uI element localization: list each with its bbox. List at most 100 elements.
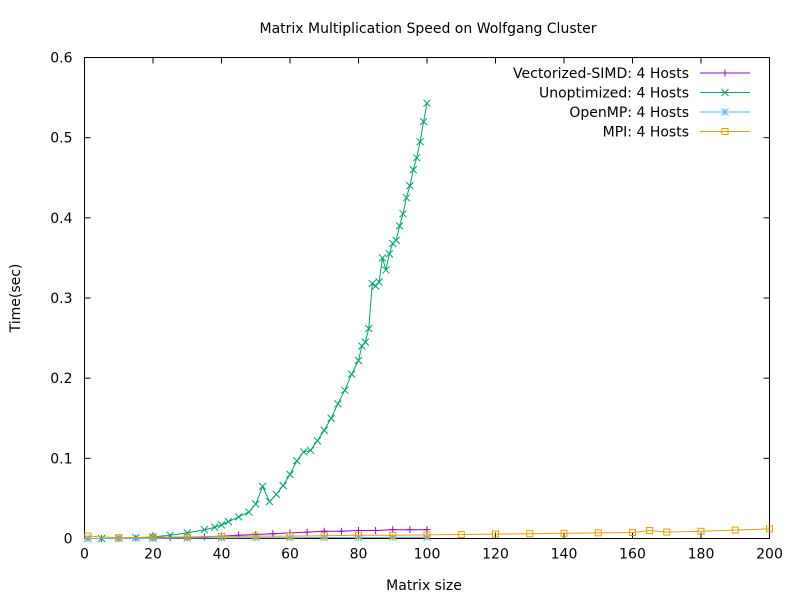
data-point xyxy=(251,533,260,542)
chart-title: Matrix Multiplication Speed on Wolfgang … xyxy=(260,21,597,37)
data-point xyxy=(114,534,123,543)
data-point xyxy=(402,193,411,202)
data-point xyxy=(327,414,335,423)
data-point xyxy=(594,529,602,537)
x-tick-label: 0 xyxy=(80,547,89,563)
data-point xyxy=(355,526,362,534)
data-point xyxy=(378,254,387,262)
data-point xyxy=(183,534,192,542)
data-point xyxy=(334,399,342,408)
data-point xyxy=(412,153,421,162)
data-point xyxy=(286,470,294,479)
data-point xyxy=(731,526,739,534)
data-point xyxy=(200,525,209,534)
data-point xyxy=(423,99,431,108)
data-point xyxy=(292,456,301,465)
y-tick-label: 0.3 xyxy=(50,291,72,307)
y-tick-label: 0.1 xyxy=(50,451,72,467)
data-point xyxy=(234,513,243,521)
data-point xyxy=(629,528,636,536)
legend-label: MPI: 4 Hosts xyxy=(603,125,689,141)
y-tick-label: 0.2 xyxy=(50,371,72,387)
x-axis-label: Matrix size xyxy=(386,578,462,594)
data-point xyxy=(364,324,373,333)
data-point xyxy=(217,521,226,529)
data-point xyxy=(286,533,294,542)
data-point xyxy=(320,532,328,540)
data-point xyxy=(646,526,654,534)
data-point xyxy=(361,338,370,346)
data-point xyxy=(382,266,390,274)
data-point xyxy=(306,446,315,455)
data-point xyxy=(721,69,729,77)
data-point xyxy=(265,497,274,506)
data-point xyxy=(340,386,349,395)
data-point xyxy=(423,531,431,539)
data-point xyxy=(272,490,281,499)
data-point xyxy=(84,532,92,540)
data-point xyxy=(721,108,729,116)
data-point xyxy=(388,533,397,542)
data-point xyxy=(697,527,705,535)
data-point xyxy=(409,165,418,174)
y-tick-label: 0.6 xyxy=(50,51,72,67)
series-2 xyxy=(84,533,431,543)
data-point xyxy=(279,481,288,490)
data-point xyxy=(399,209,407,218)
y-tick-label: 0.4 xyxy=(50,211,72,227)
data-point xyxy=(392,236,401,245)
data-point xyxy=(245,508,253,516)
x-tick-label: 200 xyxy=(756,547,783,563)
x-tick-label: 60 xyxy=(281,547,299,563)
data-point xyxy=(560,529,568,537)
data-point xyxy=(457,530,465,538)
data-point xyxy=(355,531,362,539)
x-tick-label: 100 xyxy=(414,547,441,563)
data-point xyxy=(389,531,397,539)
x-tick-label: 140 xyxy=(551,547,578,563)
data-point xyxy=(766,525,773,533)
data-point xyxy=(217,534,226,542)
x-tick-label: 120 xyxy=(482,547,509,563)
data-point xyxy=(663,528,671,536)
data-point xyxy=(368,279,377,288)
x-tick-label: 160 xyxy=(619,547,646,563)
data-point xyxy=(320,527,328,535)
data-point xyxy=(299,448,308,456)
data-point xyxy=(320,426,329,435)
data-point xyxy=(406,181,414,190)
axis-ticks: 0 20 40 60 80 100 120 140 160 180 200 0 0.1 0.2 0.3 0.4… xyxy=(50,51,783,563)
data-point xyxy=(183,533,191,541)
legend-label: Vectorized-SIMD: 4 Hosts xyxy=(513,66,689,82)
data-point xyxy=(423,533,431,542)
data-point xyxy=(210,523,219,532)
series-line xyxy=(87,528,770,539)
legend: Vectorized-SIMD: 4 Hosts Unoptimized: 4 H… xyxy=(513,66,750,141)
data-point xyxy=(375,278,383,286)
data-point xyxy=(224,517,233,526)
data-point xyxy=(303,528,311,536)
data-point xyxy=(395,221,404,230)
data-point xyxy=(320,533,329,542)
data-point xyxy=(251,500,260,508)
data-point xyxy=(84,534,92,543)
data-point xyxy=(406,526,414,534)
data-point xyxy=(252,532,260,540)
data-point xyxy=(419,117,428,126)
series-3 xyxy=(84,525,773,542)
data-point xyxy=(115,534,123,542)
data-point xyxy=(354,533,363,542)
y-tick-label: 0 xyxy=(64,532,73,548)
data-point xyxy=(416,137,425,146)
data-point xyxy=(492,530,499,538)
data-point xyxy=(286,532,294,540)
legend-label: OpenMP: 4 Hosts xyxy=(569,105,689,121)
series-1 xyxy=(84,99,431,543)
data-point xyxy=(347,370,356,379)
x-tick-label: 80 xyxy=(350,547,368,563)
data-point xyxy=(218,532,225,540)
y-axis-label: Time(sec) xyxy=(8,264,24,334)
series-line xyxy=(87,103,428,539)
data-point xyxy=(149,534,157,543)
